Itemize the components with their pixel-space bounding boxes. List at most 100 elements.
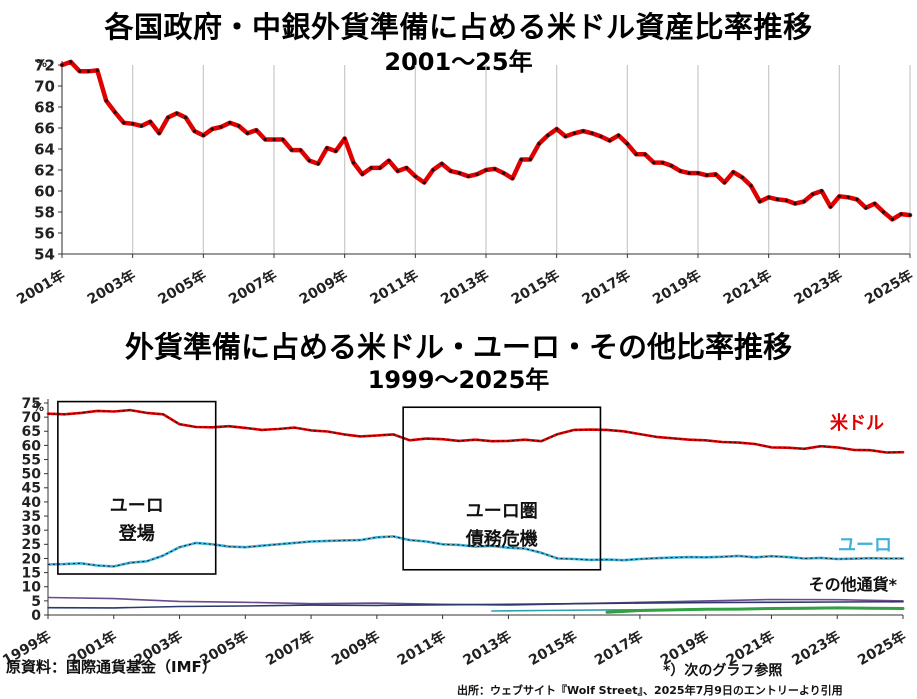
chart2-annotation-label: ユーロ圏 — [466, 501, 538, 522]
chart2-series-label: その他通貨* — [809, 575, 898, 594]
chart2-annotation-label: 登場 — [118, 523, 155, 545]
chart2-y-tick-label: 15 — [22, 566, 41, 582]
chart1-series-line-0-point — [237, 124, 241, 128]
chart1-y-tick-label: 58 — [34, 203, 55, 221]
chart1-x-tick-label: 2025年 — [862, 267, 916, 308]
chart1-series-line-0-point — [669, 164, 674, 168]
chart1-series-line-0-point — [555, 127, 559, 131]
footnote: *）次のグラフ参照 — [663, 663, 783, 679]
chart1-x-tick-label: 2023年 — [791, 267, 845, 308]
chart2-series-ユーロ-overlay — [47, 535, 903, 567]
chart1-subtitle: 2001〜25年 — [384, 48, 533, 76]
chart1-series-line-0-point — [731, 170, 735, 174]
chart1-x-tick-label: 2001年 — [14, 267, 68, 308]
chart2-x-tick-label: 2013年 — [460, 628, 514, 669]
chart1-series-line-0-point — [599, 134, 603, 138]
chart2-annotation-box — [402, 406, 602, 571]
chart1-series-line-0-point — [616, 133, 621, 137]
chart1-series-line-0-point — [634, 152, 638, 156]
chart1-series-line-0-point — [175, 111, 179, 115]
chart2-y-tick-label: 40 — [22, 495, 42, 511]
chart1-series-line-0-point — [652, 161, 656, 165]
chart2-y-tick-label: 30 — [22, 523, 42, 539]
chart1-y-tick-label: 56 — [34, 224, 55, 242]
chart2-y-tick-label: 55 — [22, 452, 41, 468]
chart2-y-tick-label: 60 — [22, 438, 42, 454]
chart1-y-tick-label: 62 — [34, 161, 55, 179]
chart1-series-line-0-point — [572, 131, 576, 135]
chart1-series-line-0-point — [316, 162, 320, 166]
chart1-series-line-0-point — [811, 192, 815, 196]
chart1-series-line-0-point — [661, 161, 665, 165]
chart1-series-line-0-point — [431, 168, 435, 172]
chart2-x-tick-label: 2007年 — [263, 628, 317, 669]
chart2-y-tick-label: 35 — [22, 509, 41, 525]
chart1-series-line-0-point — [272, 137, 276, 142]
chart1-series-line-0-point — [263, 137, 267, 142]
chart2-x-tick-label: 2017年 — [592, 628, 646, 669]
chart1-series-line-0-point — [404, 166, 409, 170]
chart1-series-line-0-point — [767, 195, 771, 199]
chart1-y-tick-label: 60 — [34, 182, 55, 200]
chart1-series-line-0-point — [899, 212, 903, 216]
chart1-x-tick-label: 2009年 — [296, 267, 350, 308]
chart2-series-米ドル — [46, 408, 905, 454]
chart1-series-line-0-point — [758, 199, 762, 204]
chart1-x-tick-label: 2017年 — [579, 267, 633, 308]
chart1-x-tick-label: 2015年 — [508, 267, 562, 308]
chart1-series-line-0-point — [325, 146, 329, 150]
chart1-series-line-0-point — [546, 133, 550, 137]
chart1-x-tick-label: 2011年 — [367, 267, 421, 308]
chart1-series-line-0-point — [855, 197, 859, 201]
chart1-x-tick-label: 2003年 — [84, 267, 138, 308]
chart1-series-line-0-point — [307, 158, 311, 163]
chart1-series-line-0-point — [157, 131, 161, 135]
chart1-series-line-0-point — [608, 139, 612, 143]
chart1-series-line-0-point — [493, 167, 497, 171]
chart1-series-line-0-point — [590, 131, 594, 135]
chart1-series-line-0-point — [166, 115, 170, 120]
chart2-y-tick-label: 20 — [22, 551, 42, 567]
chart2-series-line-5 — [605, 606, 905, 614]
chart1-series-line-0-point — [254, 128, 258, 132]
chart1-series-line-0-point — [113, 110, 117, 114]
chart1-series-line-0-point — [484, 168, 488, 172]
chart2-annotation-box — [57, 400, 217, 575]
chart1-series-line-0-point — [475, 172, 479, 176]
chart2-y-unit: % — [33, 401, 44, 414]
chart1-series-line-0-point — [722, 181, 727, 185]
chart1-series-line-0-point — [457, 171, 462, 175]
chart1-series-line-0-point — [740, 175, 744, 179]
chart1-series-line-0-point — [131, 122, 135, 126]
chart2-series-label: 米ドル — [830, 412, 884, 434]
chart1-series-line-0-point — [643, 152, 647, 156]
chart1-series-line-0-point — [820, 189, 824, 193]
chart2-y-tick-label: 0 — [31, 608, 41, 624]
chart1-y-tick-label: 68 — [34, 98, 55, 116]
chart2-series-label: ユーロ — [838, 535, 892, 556]
chart1-series-line-0-point — [78, 69, 82, 73]
chart1-series-line-0-point — [908, 213, 912, 217]
chart1-y-tick-label: 72 — [34, 56, 55, 74]
chart1-series-line-0-point — [192, 129, 197, 133]
chart1-x-tick-label: 2005年 — [155, 267, 209, 308]
chart1-x-tick-label: 2021年 — [720, 267, 774, 308]
chart2-annotation-label: 債務危機 — [465, 528, 538, 550]
chart1-series-line-0-point — [696, 171, 700, 175]
chart1-series-line-0-point — [793, 202, 797, 206]
chart1-series-line-0-point — [581, 129, 585, 133]
chart1-y-tick-label: 54 — [34, 245, 55, 263]
chart1-series-line-0-point — [281, 137, 285, 142]
chart1-series-line-0-point — [881, 210, 886, 214]
chart1-series-line-0-point — [184, 115, 188, 120]
chart1-series-line-0-point — [864, 206, 868, 210]
chart1-series-line-0-point — [687, 171, 691, 175]
chart2-x-tick-label: 2023年 — [789, 628, 843, 669]
chart1-series-line-0-point — [784, 198, 788, 203]
chart1-series-line-0-point — [343, 136, 347, 141]
chart1-series-line-0-point — [519, 157, 523, 162]
chart2-y-tick-label: 10 — [22, 580, 42, 596]
chart2-x-tick-label: 2011年 — [394, 628, 448, 669]
chart2-title: 外貨準備に占める米ドル・ユーロ・その他比率推移 — [124, 330, 792, 364]
